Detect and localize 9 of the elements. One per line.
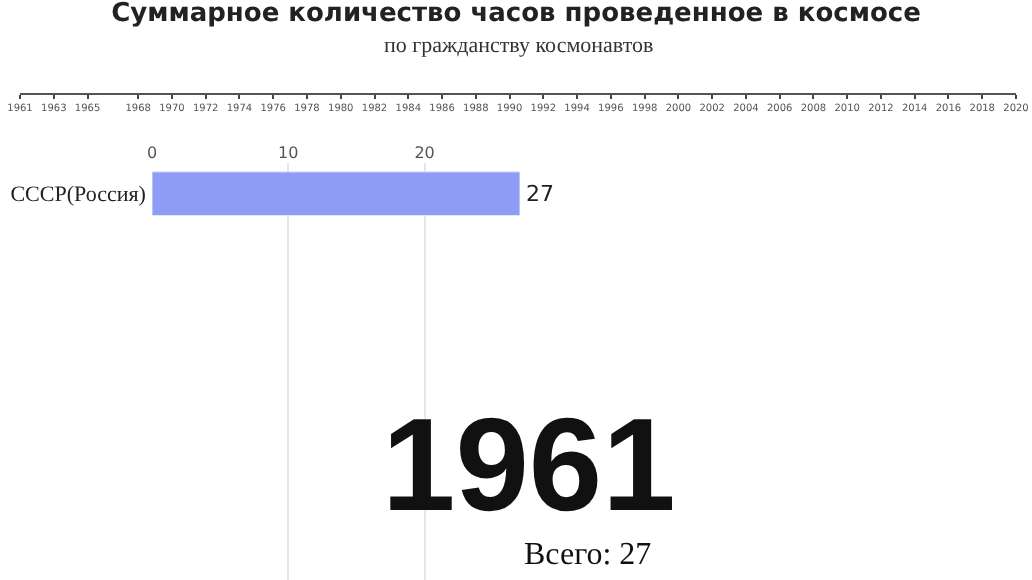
x-tick-label: 20: [414, 143, 435, 162]
chart-subtitle: по гражданству космонавтов: [384, 34, 654, 58]
y-tick-label: СССР(Россия): [10, 183, 147, 208]
x-tick-label: 0: [146, 143, 158, 162]
x-tick-label: 10: [278, 143, 299, 162]
text: Всего: 27: [524, 538, 652, 572]
text: 1961: [382, 390, 676, 538]
chart-title: Суммарное количество часов проведенное в космосе: [111, 0, 922, 30]
data-label: 27: [525, 180, 554, 207]
